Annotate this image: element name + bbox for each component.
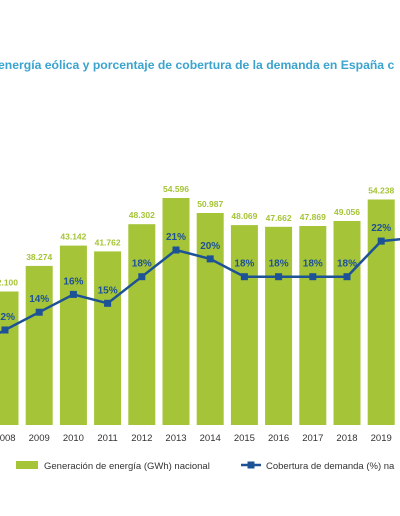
bar-value-label-2016: 47.662 — [266, 213, 292, 223]
bar-2010 — [59, 245, 87, 425]
line-value-label-2014: 20% — [200, 241, 220, 252]
x-tick-label-2011: 2011 — [97, 433, 117, 444]
line-marker-2015 — [240, 273, 248, 281]
line-marker-2014 — [206, 255, 214, 263]
x-tick-label-2016: 2016 — [268, 433, 289, 444]
line-value-label-2012: 18% — [132, 259, 152, 270]
x-tick-label-2014: 2014 — [200, 433, 221, 444]
line-marker-2012 — [138, 273, 146, 281]
bar-value-label-2018: 49.056 — [334, 207, 360, 217]
legend-line-marker — [247, 461, 255, 469]
bar-2019 — [367, 199, 395, 425]
legend-line-label: Cobertura de demanda (%) na — [266, 461, 395, 472]
line-marker-2009 — [35, 308, 43, 316]
line-marker-2018 — [343, 273, 351, 281]
labels-layer: 32.100 2008 12% 38.274 2009 14% 43.142 2010 16% 4… — [0, 184, 394, 444]
x-tick-label-2009: 2009 — [29, 433, 50, 444]
bar-2017 — [299, 226, 327, 425]
bar-value-label-2017: 47.869 — [300, 212, 326, 222]
bar-value-label-2009: 38.274 — [26, 252, 52, 262]
line-marker-2019 — [377, 237, 385, 245]
legend: Generación de energía (GWh) nacional Cob… — [16, 461, 395, 472]
x-tick-label-2008: 2008 — [0, 433, 16, 444]
line-value-label-2019: 22% — [371, 223, 391, 234]
chart-title: energía eólica y porcentaje de cobertura… — [0, 58, 395, 72]
x-tick-label-2018: 2018 — [336, 433, 357, 444]
line-marker-2016 — [275, 273, 283, 281]
bar-2016 — [265, 226, 293, 425]
line-value-label-2011: 15% — [98, 285, 118, 296]
line-marker-2011 — [104, 299, 112, 307]
bar-value-label-2012: 48.302 — [129, 210, 155, 220]
bar-value-label-2019: 54.238 — [368, 186, 394, 196]
line-marker-2008 — [1, 326, 9, 334]
line-value-label-2018: 18% — [337, 259, 357, 270]
x-tick-label-2017: 2017 — [302, 433, 323, 444]
legend-bar-swatch — [16, 461, 38, 469]
line-value-label-2016: 18% — [269, 259, 289, 270]
x-tick-label-2015: 2015 — [234, 433, 255, 444]
line-marker-2017 — [309, 273, 317, 281]
line-layer — [0, 237, 400, 335]
bar-value-label-2015: 48.069 — [231, 211, 257, 221]
bar-2015 — [230, 225, 258, 425]
bar-2012 — [128, 224, 156, 425]
legend-bar-label: Generación de energía (GWh) nacional — [44, 461, 210, 472]
bar-value-label-2013: 54.596 — [163, 184, 189, 194]
line-value-label-2009: 14% — [29, 294, 49, 305]
line-value-label-2017: 18% — [303, 259, 323, 270]
line-marker-2010 — [69, 290, 77, 298]
bar-value-label-2014: 50.987 — [197, 199, 223, 209]
line-marker-2013 — [172, 246, 180, 254]
bar-value-label-2008: 32.100 — [0, 278, 18, 288]
line-value-label-2015: 18% — [234, 259, 254, 270]
line-value-label-2013: 21% — [166, 232, 186, 243]
x-tick-label-2012: 2012 — [131, 433, 152, 444]
coverage-line — [0, 237, 400, 335]
line-value-label-2010: 16% — [63, 276, 83, 287]
bar-2014 — [196, 213, 224, 425]
bar-2013 — [162, 198, 190, 425]
bar-2018 — [333, 221, 361, 425]
bar-value-label-2011: 41.762 — [95, 237, 121, 247]
line-value-label-2008: 12% — [0, 312, 15, 323]
bar-2009 — [25, 265, 53, 425]
bars-layer — [0, 198, 395, 425]
bar-value-label-2010: 43.142 — [60, 232, 86, 242]
x-tick-label-2019: 2019 — [371, 433, 392, 444]
x-tick-label-2010: 2010 — [63, 433, 84, 444]
x-tick-label-2013: 2013 — [165, 433, 186, 444]
bar-2011 — [94, 251, 122, 425]
